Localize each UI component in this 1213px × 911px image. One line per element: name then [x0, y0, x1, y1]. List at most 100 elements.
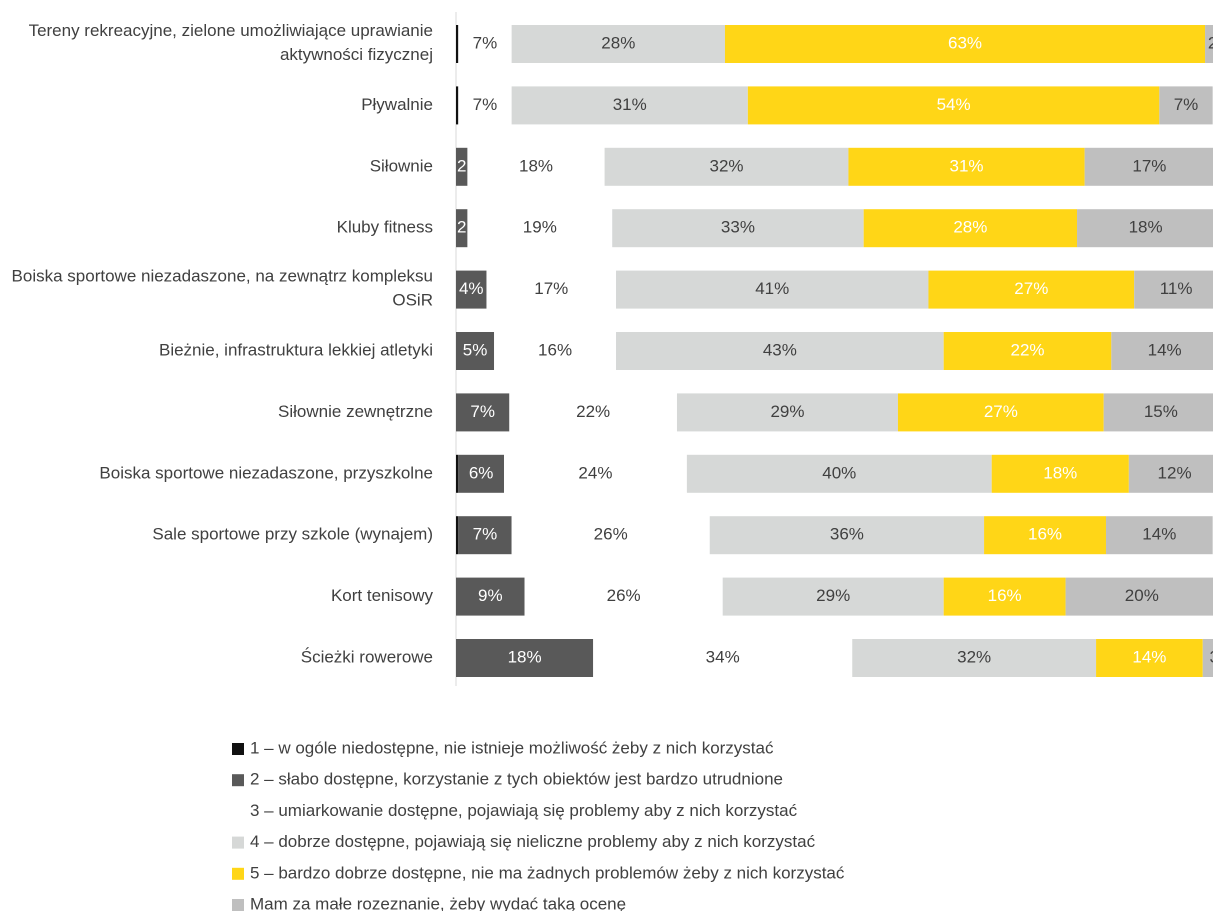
bar-segment — [1065, 577, 1213, 616]
value-label: 18% — [1043, 463, 1077, 482]
value-label: 18% — [1129, 218, 1163, 237]
legend-label: 5 – bardzo dobrze dostępne, nie ma żadny… — [250, 863, 845, 882]
bar-segment — [456, 332, 495, 370]
bar-segment — [1077, 209, 1213, 248]
bar-segment — [897, 393, 1104, 432]
bar-segment — [991, 454, 1129, 493]
value-label: 22% — [576, 402, 610, 421]
category-label: Ścieżki rowerowe — [301, 647, 433, 666]
bar-segment — [1084, 147, 1213, 186]
value-label: 7% — [473, 95, 498, 114]
value-label: 2 — [457, 156, 466, 175]
category-label: Sale sportowe przy szkole (wynajem) — [152, 525, 433, 544]
category-label: Siłownie — [370, 156, 433, 175]
value-label: 16% — [538, 340, 572, 359]
bar-segment — [456, 270, 487, 309]
value-label: 40% — [822, 463, 856, 482]
value-label: 4% — [459, 279, 484, 298]
value-label: 14% — [1132, 647, 1166, 666]
value-label: 7% — [1174, 95, 1199, 114]
legend-swatch — [232, 774, 244, 787]
bar-segment — [511, 25, 725, 63]
value-label: 12% — [1158, 463, 1192, 482]
bar-segment — [456, 577, 525, 616]
bar-segment — [616, 332, 944, 370]
bar-segment — [863, 209, 1078, 248]
bar-segment — [724, 25, 1206, 63]
bar-segment — [1159, 86, 1213, 125]
legend-label: 4 – dobrze dostępne, pojawiają się nieli… — [250, 832, 816, 851]
value-label: 26% — [607, 586, 641, 605]
legend-swatch — [232, 805, 244, 818]
value-label: 63% — [948, 33, 982, 52]
value-label: 54% — [937, 95, 971, 114]
value-label: 43% — [763, 340, 797, 359]
category-label: Siłownie zewnętrzne — [278, 402, 433, 421]
bar-segment — [604, 147, 849, 186]
value-label: 18% — [519, 156, 553, 175]
value-label: 41% — [755, 279, 789, 298]
category-label: Tereny rekreacyjne, zielone umożliwiając… — [29, 21, 433, 64]
bar-segment — [1103, 393, 1213, 432]
bar-segment — [458, 454, 505, 493]
bar-segment — [504, 454, 687, 493]
value-label: 28% — [953, 218, 987, 237]
bar-segment — [467, 209, 613, 248]
value-label: 24% — [578, 463, 612, 482]
bar-segment — [456, 209, 468, 248]
value-label: 2 — [457, 218, 466, 237]
legend-label: 2 – słabo dostępne, korzystanie z tych o… — [250, 770, 783, 789]
legend-label: 1 – w ogóle niedostępne, nie istnieje mo… — [250, 738, 774, 757]
bar-segment — [616, 270, 929, 309]
bar-segment — [848, 147, 1085, 186]
bar-segment — [676, 393, 898, 432]
value-label: 36% — [830, 525, 864, 544]
bar-segment — [456, 454, 459, 493]
value-label: 6% — [469, 463, 494, 482]
bar-segment — [612, 209, 864, 248]
value-label: 27% — [984, 402, 1018, 421]
value-label: 15% — [1144, 402, 1178, 421]
bar-segment — [686, 454, 992, 493]
value-label: 32% — [957, 647, 991, 666]
value-label: 31% — [613, 95, 647, 114]
bar-segment — [456, 393, 510, 432]
value-label: 2 — [1208, 33, 1213, 52]
value-label: 31% — [950, 156, 984, 175]
bar-segment — [458, 516, 512, 555]
value-label: 3 — [1209, 647, 1213, 666]
value-label: 28% — [601, 33, 635, 52]
value-label: 29% — [816, 586, 850, 605]
value-label: 17% — [1132, 156, 1166, 175]
value-label: 7% — [473, 525, 498, 544]
value-label: 26% — [594, 525, 628, 544]
bar-segment — [467, 147, 605, 186]
category-label: Kluby fitness — [337, 218, 433, 237]
bar-segment — [456, 639, 594, 677]
bar-segment — [458, 25, 512, 63]
bar-segment — [928, 270, 1135, 309]
bar-segment — [709, 516, 985, 555]
legend-swatch — [232, 836, 244, 849]
value-label: 11% — [1160, 279, 1193, 298]
bar-segment — [1205, 25, 1213, 63]
legend-label: 3 – umiarkowanie dostępne, pojawiają się… — [250, 801, 798, 820]
category-label: Pływalnie — [361, 95, 433, 114]
bar-segment — [1096, 639, 1203, 677]
legend-swatch — [232, 867, 244, 880]
value-label: 5% — [463, 340, 488, 359]
value-label: 7% — [473, 33, 498, 52]
bar-segment — [943, 577, 1066, 616]
bar-segment — [511, 516, 710, 555]
bar-segment — [509, 393, 677, 432]
value-label: 16% — [988, 586, 1022, 605]
category-label: Boiska sportowe niezadaszone, przyszkoln… — [99, 463, 433, 482]
legend-swatch — [232, 899, 244, 911]
bar-segment — [494, 332, 617, 370]
value-label: 27% — [1014, 279, 1048, 298]
bar-segment — [511, 86, 748, 125]
bar-segment — [524, 577, 723, 616]
bar-segment — [1105, 516, 1213, 555]
category-label: Bieżnie, infrastruktura lekkiej atletyki — [159, 340, 433, 359]
